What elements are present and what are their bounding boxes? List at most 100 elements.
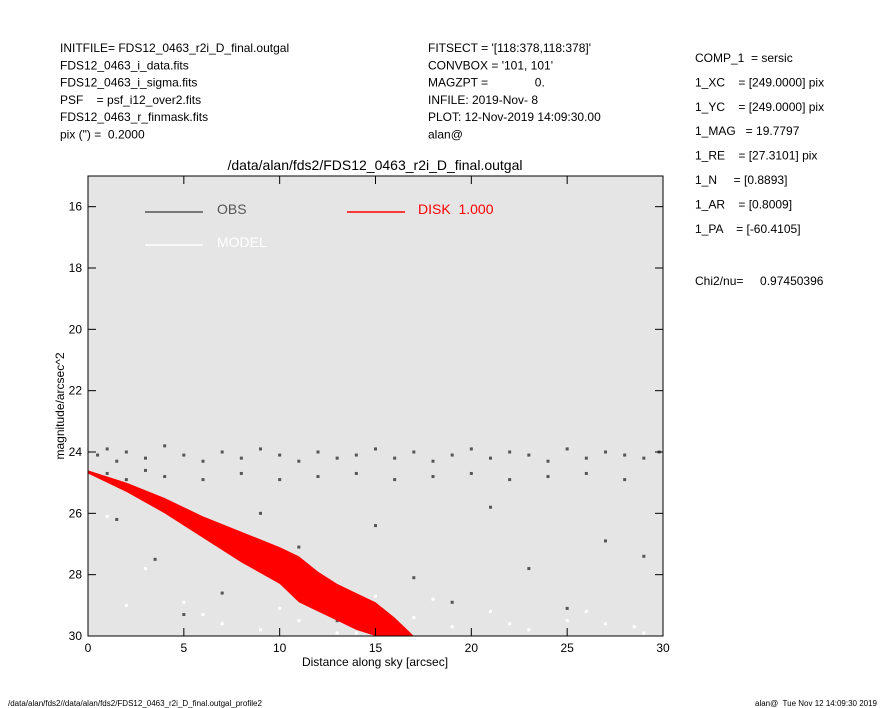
point xyxy=(469,471,473,475)
point xyxy=(144,468,147,472)
y-tick-label: 24 xyxy=(69,445,83,459)
point xyxy=(201,613,205,617)
point xyxy=(354,453,358,457)
point xyxy=(182,600,186,604)
header-line: 1_RE = [27.3101] pix xyxy=(695,149,817,163)
point xyxy=(527,567,531,571)
point xyxy=(220,591,224,595)
point xyxy=(220,622,224,626)
point xyxy=(565,606,569,610)
header-line: PSF = psf_i12_over2.fits xyxy=(60,93,201,107)
y-tick-label: 30 xyxy=(69,629,83,643)
point xyxy=(354,471,358,475)
header-line: FDS12_0463_i_sigma.fits xyxy=(60,76,197,90)
point xyxy=(565,619,569,623)
point xyxy=(201,478,205,482)
x-tick-label: 30 xyxy=(656,641,670,655)
chi2: Chi2/nu= 0.97450396 xyxy=(695,274,824,288)
header-line: INITFILE= FDS12_0463_r2i_D_final.outgal xyxy=(60,41,289,55)
point xyxy=(278,478,282,482)
x-tick-label: 25 xyxy=(560,641,574,655)
point xyxy=(144,456,147,460)
point xyxy=(393,478,397,482)
point xyxy=(546,475,550,479)
point xyxy=(508,622,512,626)
point xyxy=(259,447,262,451)
point xyxy=(565,447,569,451)
header-line: 1_XC = [249.0000] pix xyxy=(695,75,824,89)
point xyxy=(220,450,224,454)
header-line: alan@ xyxy=(428,128,463,142)
legend-label: MODEL xyxy=(217,234,267,250)
point xyxy=(508,478,512,482)
point xyxy=(163,444,167,448)
header-line: INFILE: 2019-Nov- 8 xyxy=(428,93,538,107)
y-tick-label: 16 xyxy=(69,200,83,214)
point xyxy=(297,459,301,463)
header-line: 1_YC = [249.0000] pix xyxy=(695,100,824,114)
point xyxy=(642,456,646,460)
point xyxy=(316,450,320,454)
point xyxy=(144,567,147,571)
point xyxy=(259,628,262,632)
header-line: FDS12_0463_i_data.fits xyxy=(60,58,189,72)
header-line: MAGZPT = 0. xyxy=(428,76,545,90)
disk-band xyxy=(88,470,414,636)
point xyxy=(374,524,377,528)
point xyxy=(450,600,454,604)
x-tick-label: 20 xyxy=(465,641,479,655)
point xyxy=(354,631,358,635)
point xyxy=(115,459,119,463)
point xyxy=(546,459,550,463)
point xyxy=(623,478,627,482)
point xyxy=(374,447,377,451)
point xyxy=(604,539,607,543)
footer-left: /data/alan/fds2//data/alan/fds2/FDS12_04… xyxy=(8,699,263,708)
point xyxy=(182,613,186,617)
header-line: COMP_1 = sersic xyxy=(695,51,793,65)
point xyxy=(642,631,646,635)
point xyxy=(431,475,435,479)
point xyxy=(278,606,282,610)
y-tick-label: 22 xyxy=(69,384,83,398)
point xyxy=(604,450,607,454)
point xyxy=(115,517,119,521)
point xyxy=(431,597,435,601)
point xyxy=(527,453,531,457)
x-axis-label: Distance along sky [arcsec] xyxy=(302,655,448,669)
point xyxy=(124,450,128,454)
x-tick-label: 5 xyxy=(180,641,187,655)
y-tick-label: 28 xyxy=(69,568,83,582)
header-line: PLOT: 12-Nov-2019 14:09:30.00 xyxy=(428,110,601,124)
header-line: FITSECT = '[118:378,118:378]' xyxy=(428,41,591,55)
point xyxy=(335,631,339,635)
x-tick-label: 0 xyxy=(85,641,92,655)
point xyxy=(450,625,454,629)
point xyxy=(623,453,627,457)
point xyxy=(604,622,607,626)
legend-label: OBS xyxy=(217,201,247,217)
point xyxy=(297,619,301,623)
y-tick-label: 26 xyxy=(69,506,83,520)
header-line: 1_AR = [0.8009] xyxy=(695,197,792,211)
point xyxy=(105,471,109,475)
point xyxy=(412,576,416,580)
y-tick-label: 18 xyxy=(69,261,83,275)
point xyxy=(469,447,473,451)
point xyxy=(105,514,109,518)
chart-title: /data/alan/fds2/FDS12_0463_r2i_D_final.o… xyxy=(228,157,523,173)
point xyxy=(182,453,186,457)
header-line: 1_MAG = 19.7797 xyxy=(695,124,800,138)
point xyxy=(642,554,646,558)
point xyxy=(201,459,205,463)
y-tick-label: 20 xyxy=(69,322,83,336)
point xyxy=(124,603,128,607)
header-line: FDS12_0463_r_finmask.fits xyxy=(60,110,208,124)
header-line: CONVBOX = '101, 101' xyxy=(428,58,553,72)
plot-area xyxy=(88,176,663,636)
header-line: 1_N = [0.8893] xyxy=(695,173,787,187)
point xyxy=(584,456,588,460)
x-tick-label: 10 xyxy=(273,641,287,655)
header-line: pix (") = 0.2000 xyxy=(60,128,145,142)
footer-right: alan@ Tue Nov 12 14:09:30 2019 xyxy=(755,699,878,708)
